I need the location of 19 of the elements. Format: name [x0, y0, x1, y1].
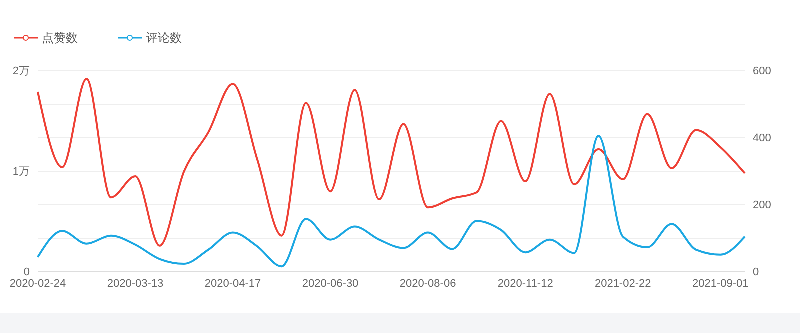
x-tick-label: 2020-03-13: [107, 278, 164, 290]
y2-tick-label: 0: [753, 266, 760, 279]
legend-label: 评论数: [146, 31, 182, 45]
x-tick-label: 2021-09-01: [692, 278, 749, 290]
y-tick-label: 1万: [12, 166, 30, 178]
y-tick-label: 0: [24, 266, 30, 279]
legend-label: 点赞数: [42, 31, 78, 45]
line-series: [37, 78, 746, 247]
x-tick-label: 2020-02-24: [10, 278, 66, 290]
line-series: [37, 134, 746, 268]
x-tick-label: 2021-02-22: [594, 278, 652, 290]
x-tick-label: 2020-08-06: [400, 278, 456, 290]
y2-tick-label: 600: [753, 66, 772, 78]
y-tick-label: 2万: [12, 66, 30, 78]
x-tick-label: 2020-04-17: [204, 278, 262, 290]
x-tick-label: 2020-06-30: [302, 278, 359, 290]
y2-tick-label: 200: [753, 200, 772, 212]
x-tick-label: 2020-11-12: [498, 278, 554, 290]
y2-tick-label: 400: [753, 132, 772, 145]
